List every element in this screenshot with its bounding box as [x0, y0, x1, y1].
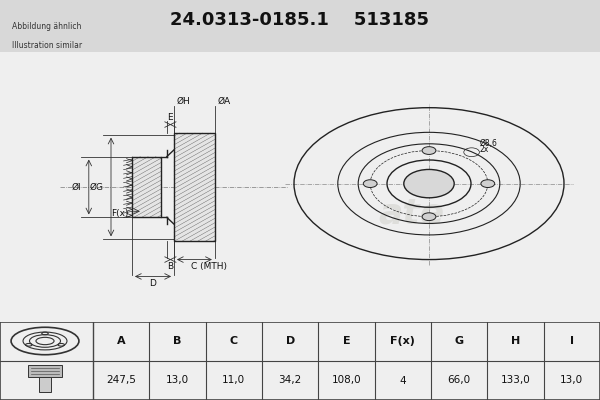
- Circle shape: [481, 180, 495, 188]
- Bar: [28, 365, 62, 377]
- Text: 24.0313-0185.1    513185: 24.0313-0185.1 513185: [170, 12, 430, 30]
- Circle shape: [422, 213, 436, 220]
- Text: C: C: [230, 336, 238, 346]
- Text: E: E: [167, 113, 173, 122]
- Text: 247,5: 247,5: [106, 376, 136, 386]
- Circle shape: [364, 180, 377, 188]
- Circle shape: [404, 170, 454, 198]
- Text: C (MTH): C (MTH): [191, 262, 227, 271]
- Circle shape: [422, 147, 436, 154]
- Text: I: I: [570, 336, 574, 346]
- Bar: [39, 377, 51, 392]
- Text: 133,0: 133,0: [500, 376, 530, 386]
- Text: E: E: [343, 336, 350, 346]
- Text: D: D: [286, 336, 295, 346]
- Text: Ø8,6: Ø8,6: [480, 139, 498, 148]
- Text: 11,0: 11,0: [222, 376, 245, 386]
- Text: 66,0: 66,0: [448, 376, 471, 386]
- Bar: [132, 157, 161, 217]
- Text: ØH: ØH: [177, 97, 191, 106]
- Text: D: D: [149, 279, 157, 288]
- Bar: [174, 133, 215, 241]
- Text: Illustration similar: Illustration similar: [12, 40, 82, 50]
- Bar: [174, 133, 215, 241]
- Text: ØA: ØA: [218, 97, 231, 106]
- Text: A: A: [117, 336, 125, 346]
- Text: F(x): F(x): [391, 336, 415, 346]
- Text: F(x): F(x): [111, 209, 128, 218]
- Bar: [132, 157, 161, 217]
- Text: 108,0: 108,0: [332, 376, 361, 386]
- Text: ØG: ØG: [90, 182, 104, 192]
- Text: Abbildung ähnlich: Abbildung ähnlich: [12, 22, 82, 31]
- Text: G: G: [455, 336, 464, 346]
- Text: ØI: ØI: [72, 182, 82, 192]
- Text: B: B: [173, 336, 182, 346]
- Text: ate: ate: [378, 197, 444, 231]
- Text: 13,0: 13,0: [166, 376, 189, 386]
- Text: 4: 4: [400, 376, 406, 386]
- Text: 13,0: 13,0: [560, 376, 583, 386]
- Text: B: B: [167, 262, 173, 271]
- Text: 34,2: 34,2: [278, 376, 302, 386]
- Text: 2x: 2x: [480, 145, 489, 154]
- Text: H: H: [511, 336, 520, 346]
